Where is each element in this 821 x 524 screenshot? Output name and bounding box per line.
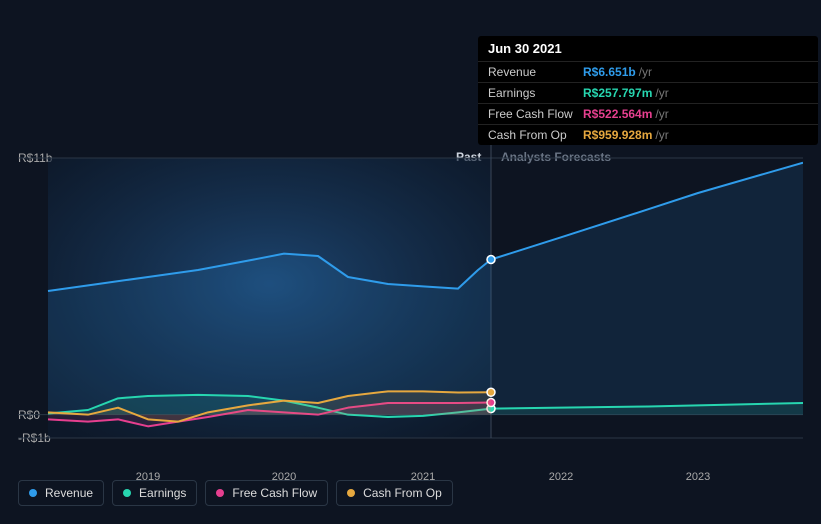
- legend-item-cash-from-op[interactable]: Cash From Op: [336, 480, 453, 506]
- tooltip-date: Jun 30 2021: [478, 36, 818, 61]
- x-tick-label: 2022: [549, 471, 573, 483]
- legend-dot-icon: [216, 489, 224, 497]
- legend-label: Earnings: [139, 486, 186, 500]
- legend-label: Revenue: [45, 486, 93, 500]
- tooltip-metric-value: R$959.928m: [583, 128, 652, 142]
- tooltip-metric-label: Earnings: [488, 86, 583, 100]
- chart-legend: Revenue Earnings Free Cash Flow Cash From O…: [18, 480, 453, 506]
- chart-tooltip: Jun 30 2021 RevenueR$6.651b/yrEarningsR$…: [478, 36, 818, 145]
- tooltip-metric-unit: /yr: [655, 128, 668, 142]
- legend-item-earnings[interactable]: Earnings: [112, 480, 197, 506]
- tooltip-metric-unit: /yr: [655, 86, 668, 100]
- tooltip-metric-unit: /yr: [639, 65, 652, 79]
- tooltip-metric-unit: /yr: [655, 107, 668, 121]
- legend-label: Cash From Op: [363, 486, 442, 500]
- earnings-chart: Jun 30 2021 RevenueR$6.651b/yrEarningsR$…: [18, 18, 803, 506]
- legend-dot-icon: [123, 489, 131, 497]
- tooltip-row: RevenueR$6.651b/yr: [478, 61, 818, 82]
- tooltip-metric-label: Revenue: [488, 65, 583, 79]
- legend-label: Free Cash Flow: [232, 486, 317, 500]
- tooltip-metric-label: Free Cash Flow: [488, 107, 583, 121]
- tooltip-metric-value: R$6.651b: [583, 65, 636, 79]
- tooltip-metric-label: Cash From Op: [488, 128, 583, 142]
- tooltip-metric-value: R$522.564m: [583, 107, 652, 121]
- tooltip-row: EarningsR$257.797m/yr: [478, 82, 818, 103]
- tooltip-row: Free Cash FlowR$522.564m/yr: [478, 103, 818, 124]
- legend-dot-icon: [347, 489, 355, 497]
- tooltip-metric-value: R$257.797m: [583, 86, 652, 100]
- tooltip-row: Cash From OpR$959.928m/yr: [478, 124, 818, 145]
- legend-item-free-cash-flow[interactable]: Free Cash Flow: [205, 480, 328, 506]
- legend-item-revenue[interactable]: Revenue: [18, 480, 104, 506]
- x-tick-label: 2023: [686, 471, 710, 483]
- legend-dot-icon: [29, 489, 37, 497]
